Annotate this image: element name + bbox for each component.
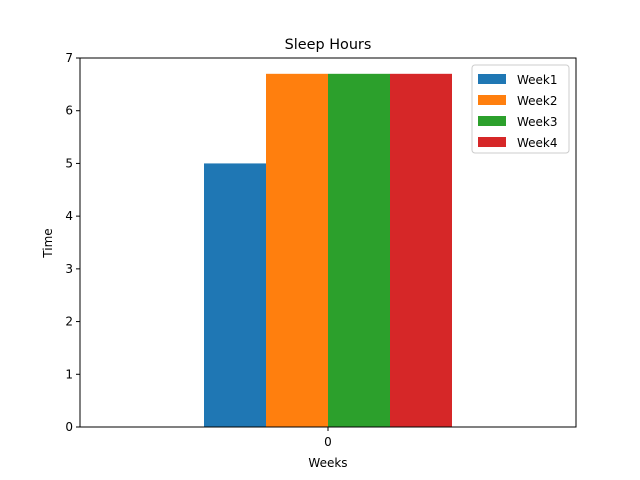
x-axis: 0 — [324, 427, 332, 449]
bar-week4 — [390, 73, 452, 428]
legend: Week1 Week2 Week3 Week4 — [471, 64, 570, 154]
chart-title: Sleep Hours — [285, 37, 372, 53]
legend-label-week2: Week2 — [517, 94, 558, 108]
y-tick-label: 4 — [65, 209, 73, 223]
legend-label-week1: Week1 — [517, 73, 558, 87]
bar-week2 — [266, 73, 328, 428]
y-axis: 0 1 2 3 4 5 6 7 — [65, 51, 80, 434]
y-axis-label: Time — [41, 228, 55, 258]
y-tick-label: 5 — [65, 156, 73, 170]
legend-swatch-week1 — [478, 74, 506, 84]
legend-label-week3: Week3 — [517, 115, 558, 129]
x-tick-label: 0 — [324, 435, 332, 449]
bar-week1 — [204, 163, 266, 427]
legend-swatch-week2 — [478, 95, 506, 105]
legend-box — [471, 64, 570, 154]
plot-frame — [79, 57, 577, 428]
y-tick-label: 1 — [65, 367, 73, 381]
legend-swatch-week3 — [478, 116, 506, 126]
y-tick-label: 3 — [65, 262, 73, 276]
y-tick-label: 0 — [65, 420, 73, 434]
x-axis-label: Weeks — [308, 456, 347, 470]
plot-area — [204, 73, 452, 428]
y-tick-label: 2 — [65, 315, 73, 329]
bar-week3 — [328, 73, 390, 428]
y-tick-label: 6 — [65, 104, 73, 118]
legend-label-week4: Week4 — [517, 136, 558, 150]
legend-swatch-week4 — [478, 137, 506, 147]
y-tick-label: 7 — [65, 51, 73, 65]
